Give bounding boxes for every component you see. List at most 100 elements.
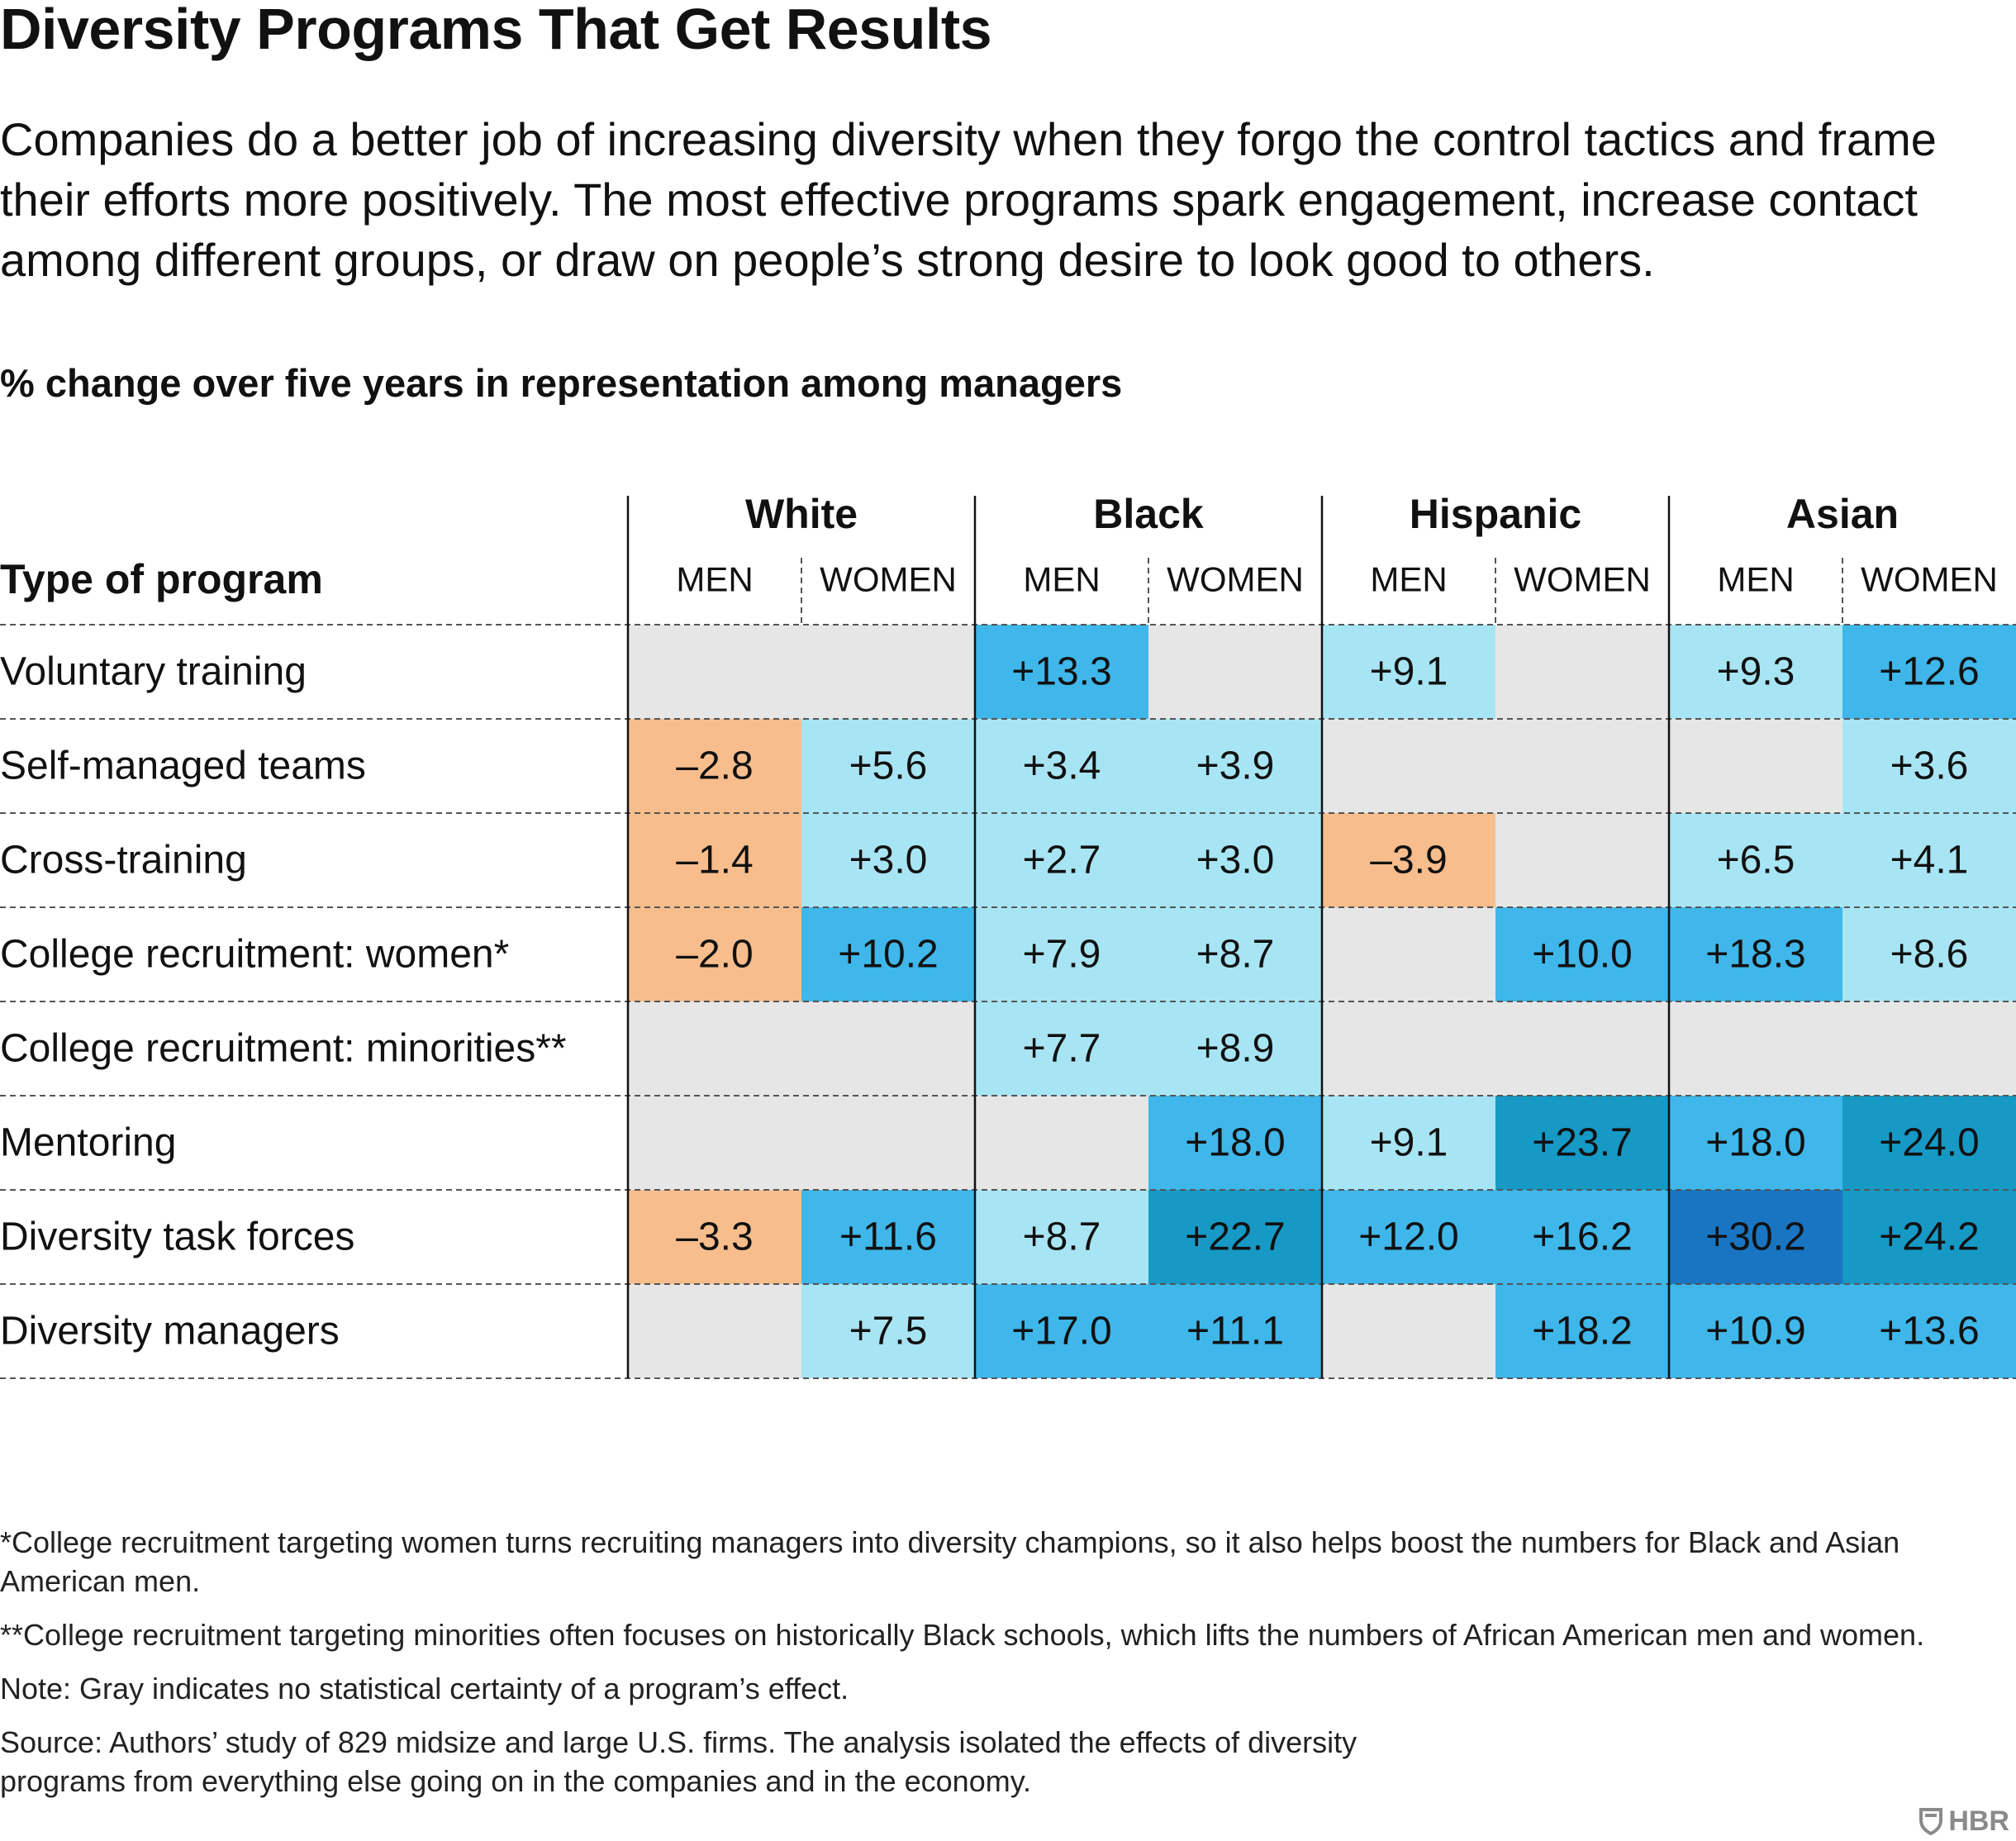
cell-value-label: +10.9 <box>1705 1310 1805 1353</box>
group-header-white: White <box>745 491 858 537</box>
heatmap-cell <box>801 1001 975 1096</box>
cell-value-label: +18.3 <box>1705 933 1805 977</box>
heatmap-cell <box>1842 1284 2016 1378</box>
heatmap-cell <box>1322 1001 1495 1096</box>
cell-value-label: +8.7 <box>1196 933 1275 977</box>
cell-value-label: +7.7 <box>1023 1027 1101 1071</box>
heatmap-cell <box>975 1284 1148 1378</box>
cell-value-label: +9.1 <box>1370 650 1448 694</box>
heatmap-cell <box>975 1190 1148 1284</box>
heatmap-cell <box>1495 1096 1669 1190</box>
heatmap-cell <box>1322 813 1495 907</box>
cell-value-label: +3.0 <box>1196 839 1275 882</box>
footnote-college-minorities: **College recruitment targeting minoriti… <box>0 1618 1925 1652</box>
heatmap-cell <box>1148 1284 1322 1378</box>
heatmap-cell <box>1842 907 2016 1001</box>
hbr-logo-text: HBR <box>1948 1805 2009 1837</box>
heatmap-cell <box>1669 625 1842 719</box>
heatmap-cell <box>1495 1001 1669 1096</box>
cell-value-label: +6.5 <box>1717 839 1795 882</box>
subheader-black-men: MEN <box>1023 560 1100 599</box>
heatmap-cell <box>1322 625 1495 719</box>
heatmap-cell <box>1842 1096 2016 1190</box>
cell-value-label: –3.9 <box>1370 839 1447 882</box>
heatmap-cell <box>628 1190 801 1284</box>
cell-value-label: +9.3 <box>1717 650 1795 694</box>
heatmap-cell <box>801 625 975 719</box>
cell-value-label: +7.9 <box>1023 933 1101 977</box>
cell-value-label: +11.1 <box>1186 1310 1284 1353</box>
heatmap-cell <box>1148 1190 1322 1284</box>
heatmap-cell <box>628 719 801 813</box>
cell-value-label: +24.0 <box>1879 1121 1979 1165</box>
heatmap-cell <box>1669 907 1842 1001</box>
cell-value-label: –1.4 <box>676 839 753 882</box>
cell-value-label: –2.0 <box>676 933 753 977</box>
cell-value-label: +11.6 <box>839 1215 937 1259</box>
heatmap-cell <box>1322 719 1495 813</box>
footnote-college-women: *College recruitment targeting women tur… <box>0 1525 1900 1598</box>
heatmap-cell <box>628 1284 801 1378</box>
cell-value-label: +23.7 <box>1532 1121 1632 1165</box>
heatmap-cell <box>1669 1190 1842 1284</box>
cell-value-label: +8.9 <box>1196 1027 1275 1071</box>
row-label: Self-managed teams <box>0 744 366 788</box>
heatmap-cell <box>801 1284 975 1378</box>
heatmap-cell <box>1669 1001 1842 1096</box>
cell-value-label: +12.0 <box>1358 1215 1458 1259</box>
heatmap-cell <box>628 1001 801 1096</box>
cell-value-label: +17.0 <box>1011 1310 1111 1353</box>
cell-value-label: +18.2 <box>1532 1310 1632 1353</box>
heatmap-cell <box>1495 1190 1669 1284</box>
heatmap-cell <box>801 1096 975 1190</box>
heatmap-cell <box>801 719 975 813</box>
cell-value-label: +4.1 <box>1890 839 1969 882</box>
cell-value-label: +18.0 <box>1185 1121 1285 1165</box>
footnote-gray-note: Note: Gray indicates no statistical cert… <box>0 1672 849 1705</box>
cell-value-label: +18.0 <box>1705 1121 1805 1165</box>
subheader-black-women: WOMEN <box>1167 560 1304 599</box>
heatmap-cell <box>1842 1001 2016 1096</box>
heatmap-cell <box>628 625 801 719</box>
row-label: Diversity managers <box>0 1310 340 1353</box>
cell-value-label: –3.3 <box>676 1215 753 1259</box>
heatmap-cell <box>1148 719 1322 813</box>
row-header-label: Type of program <box>0 556 323 602</box>
cell-value-label: +30.2 <box>1705 1215 1805 1259</box>
hbr-shield-icon <box>1919 1808 1943 1835</box>
heatmap-cell <box>975 813 1148 907</box>
heatmap-cell <box>628 813 801 907</box>
row-label: Voluntary training <box>0 650 307 694</box>
heatmap-cell <box>628 1096 801 1190</box>
heatmap-cell <box>1322 1190 1495 1284</box>
heatmap-cell <box>1148 625 1322 719</box>
heatmap-cell <box>1669 719 1842 813</box>
heatmap-cell <box>975 719 1148 813</box>
cell-value-label: –2.8 <box>676 744 753 788</box>
cell-value-label: +22.7 <box>1185 1215 1285 1259</box>
subheader-white-men: MEN <box>676 560 753 599</box>
group-header-asian: Asian <box>1786 491 1899 537</box>
chart-title: Diversity Programs That Get Results <box>0 0 992 61</box>
heatmap-cell <box>975 1096 1148 1190</box>
cell-value-label: +10.2 <box>838 933 938 977</box>
heatmap-chart: Type of program White Black Hispanic Asian ME… <box>0 491 2016 1379</box>
heatmap-cell <box>1842 719 2016 813</box>
subheader-hispanic-men: MEN <box>1370 560 1447 599</box>
group-header-hispanic: Hispanic <box>1410 491 1581 537</box>
row-label: College recruitment: minorities** <box>0 1027 567 1071</box>
cell-value-label: +3.9 <box>1196 744 1275 788</box>
cell-value-label: +9.1 <box>1370 1121 1448 1165</box>
source-note: Source: Authors’ study of 829 midsize an… <box>0 1725 1357 1798</box>
cell-value-label: +8.6 <box>1890 933 1969 977</box>
heatmap-cell <box>1842 1190 2016 1284</box>
row-label: Cross-training <box>0 839 247 882</box>
cell-value-label: +10.0 <box>1532 933 1632 977</box>
subheader-white-women: WOMEN <box>820 560 957 599</box>
subheader-asian-men: MEN <box>1717 560 1794 599</box>
heatmap-cell <box>1322 907 1495 1001</box>
heatmap-cell <box>1495 1284 1669 1378</box>
heatmap-cell <box>1842 813 2016 907</box>
subheader-hispanic-women: WOMEN <box>1514 560 1651 599</box>
heatmap-cell <box>1669 813 1842 907</box>
